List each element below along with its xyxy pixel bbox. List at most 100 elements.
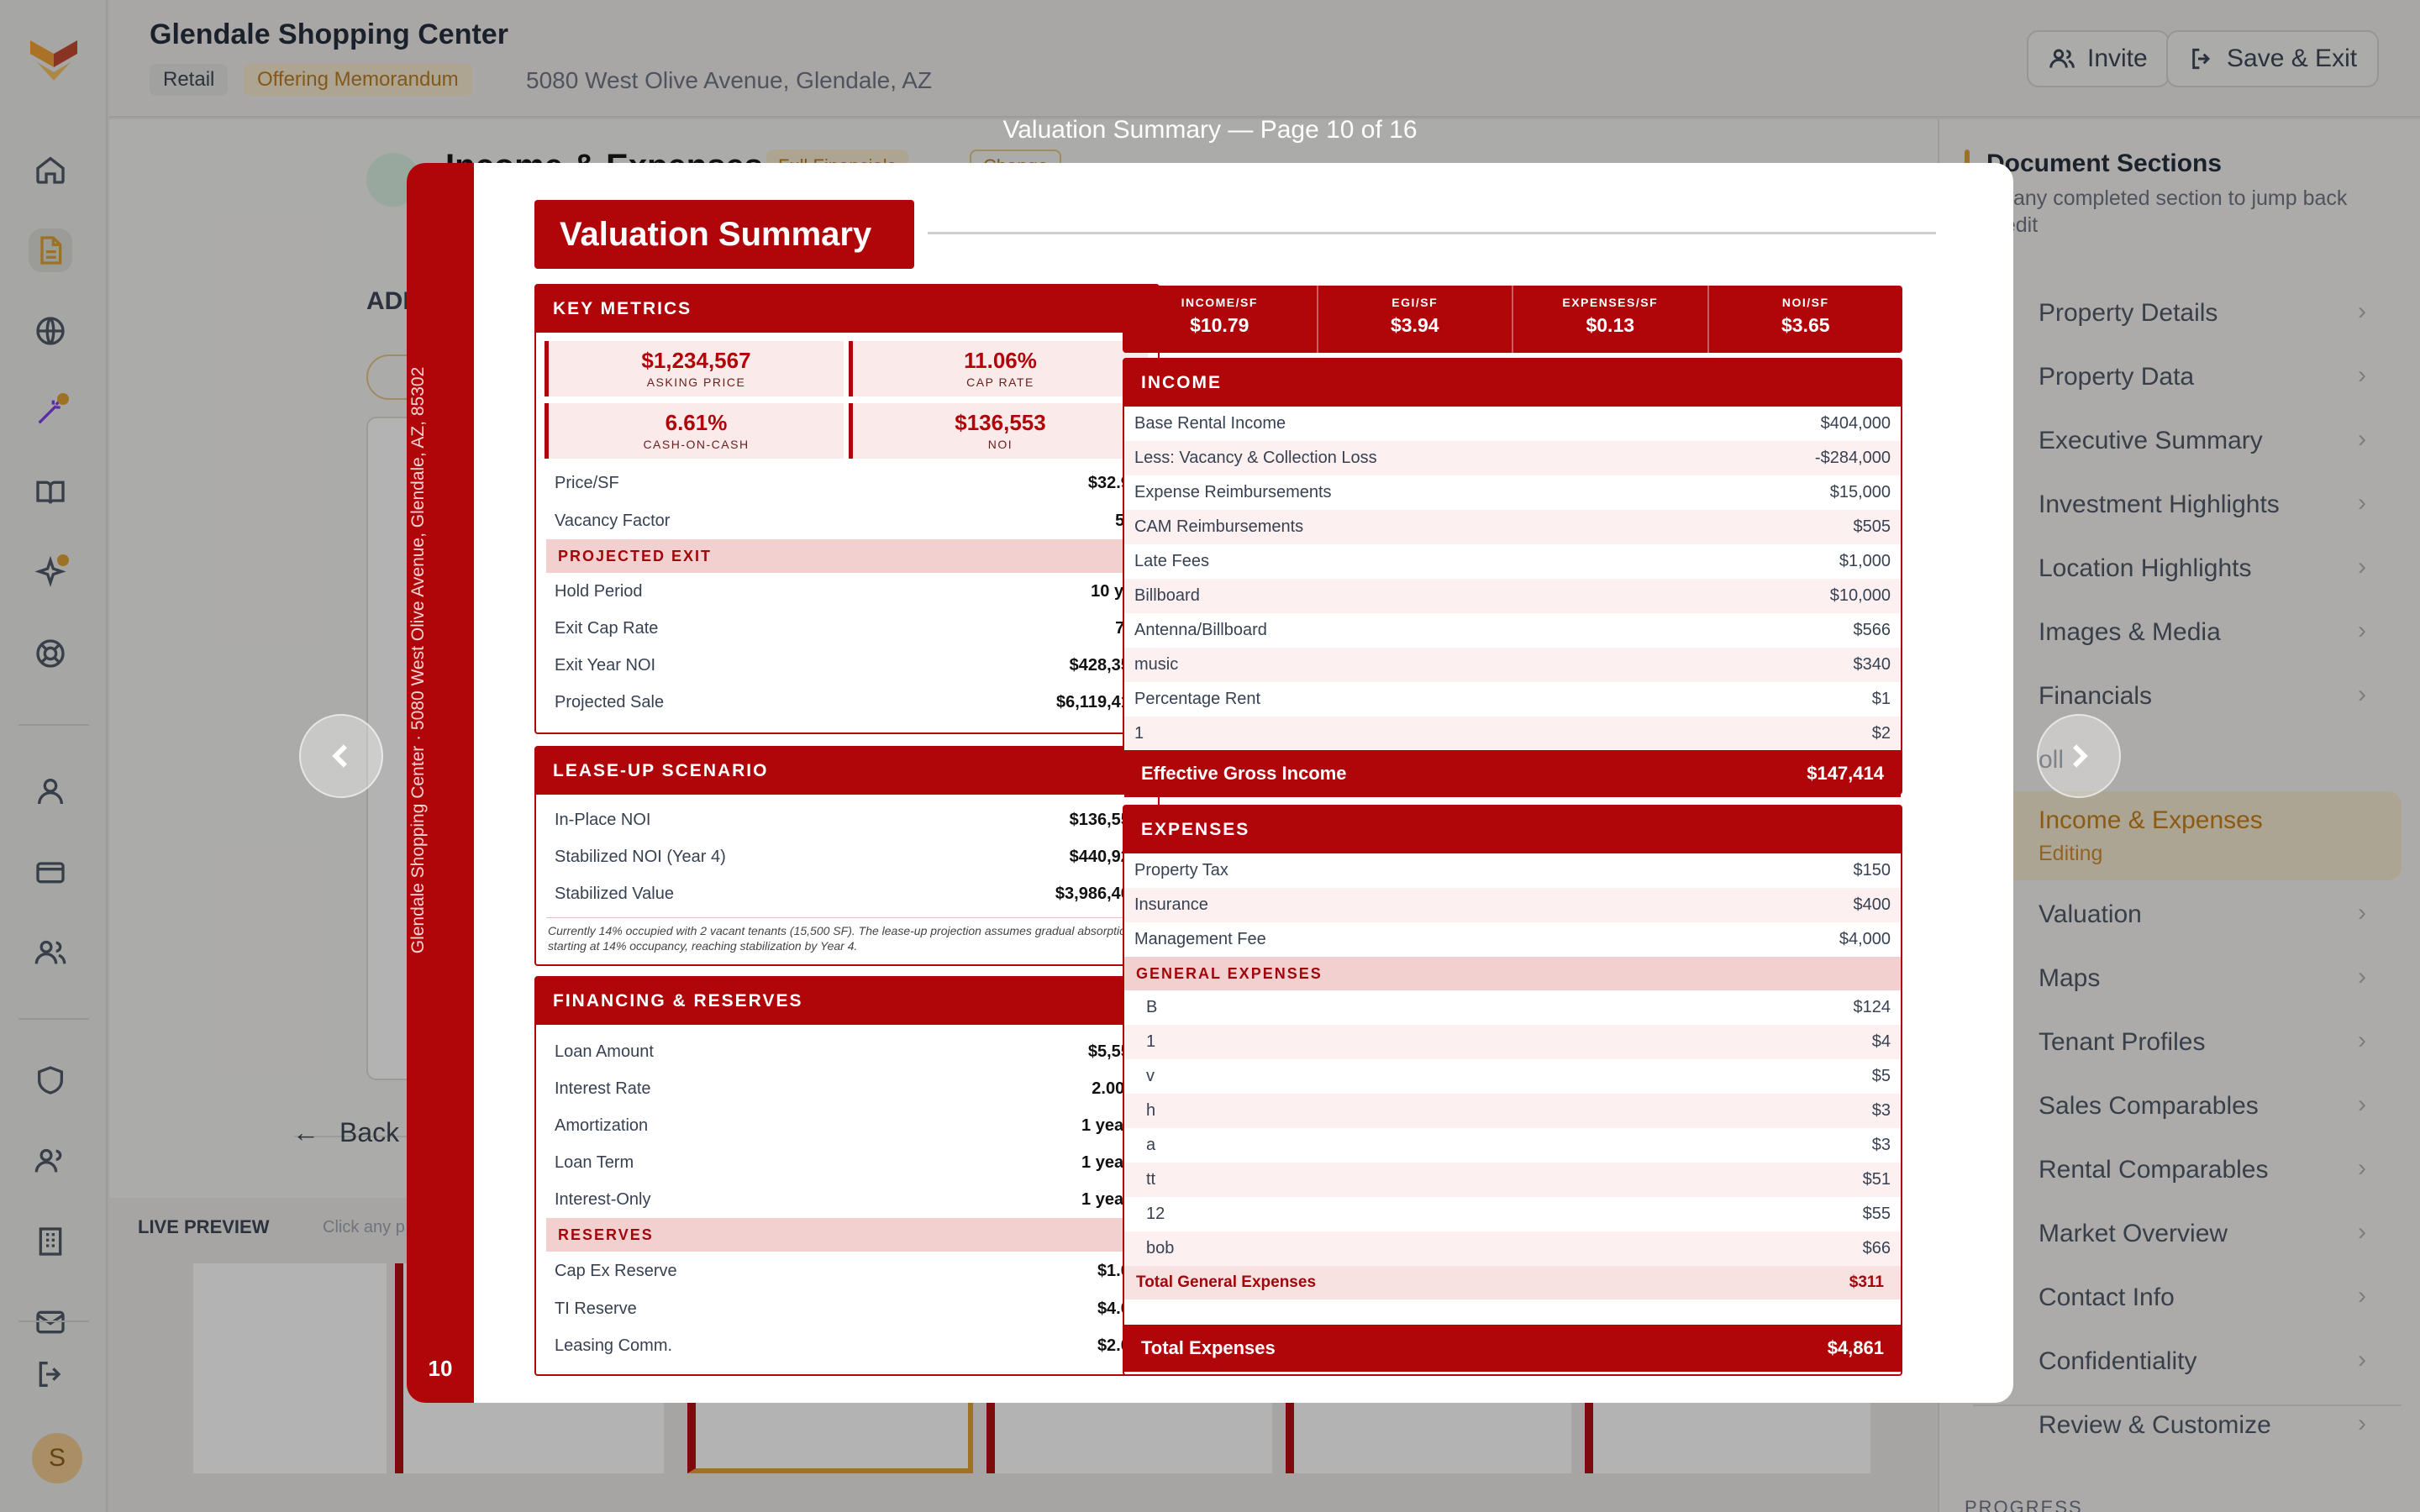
section-item[interactable]: Maps (2039, 964, 2101, 992)
per-sf-label: EXPENSES/SF (1562, 296, 1659, 309)
reserve-row: TI Reserve $4.00 (536, 1290, 1158, 1327)
logout-icon[interactable] (29, 1352, 72, 1396)
row-label: music (1134, 655, 1179, 674)
reserve-row: Cap Ex Reserve $1.00 (536, 1252, 1158, 1290)
section-item[interactable]: Property Data (2039, 363, 2195, 391)
row-label: Price/SF (555, 473, 619, 492)
exit-row: Exit Year NOI $428,359 (536, 647, 1158, 684)
row-label: a (1146, 1136, 1156, 1154)
sections-title: Document Sections (1986, 150, 2223, 177)
per-sf-value: $0.13 (1586, 314, 1635, 336)
section-item[interactable]: Images & Media (2039, 618, 2221, 646)
document-icon[interactable] (29, 228, 72, 272)
panel-heading: LEASE-UP SCENARIO (536, 748, 1158, 795)
per-sf-value: $3.94 (1390, 314, 1439, 336)
app-sidebar: S (0, 0, 108, 1512)
section-item[interactable]: Financials (2039, 682, 2153, 710)
row-value: $440,928 (1069, 847, 1139, 866)
shield-icon[interactable] (29, 1058, 72, 1102)
chevron-right-icon: › (2358, 680, 2366, 708)
row-label: Less: Vacancy & Collection Loss (1134, 449, 1377, 467)
row-label: Expense Reimbursements (1134, 483, 1332, 501)
metric-value: $136,553 (955, 410, 1046, 435)
invite-icon (2049, 49, 2075, 68)
row-value: $124 (1853, 998, 1891, 1016)
arrow-left-icon: ← (292, 1117, 319, 1147)
team-icon[interactable] (29, 931, 72, 974)
general-expense-row: a $3 (1124, 1128, 1901, 1163)
row-value: $3 (1871, 1136, 1891, 1154)
expense-row: Property Tax $150 (1124, 853, 1901, 888)
user-icon[interactable] (29, 769, 72, 813)
retail-badge: Retail (150, 64, 229, 96)
notification-dot (57, 393, 69, 405)
home-icon[interactable] (29, 148, 72, 192)
preview-thumbnail[interactable] (193, 1263, 387, 1473)
row-value: $3 (1871, 1101, 1891, 1120)
invite-button[interactable]: Invite (2027, 30, 2170, 87)
next-page-button[interactable] (2037, 714, 2121, 798)
metric-row: Price/SF $32.97 (536, 464, 1158, 502)
chevron-right-icon: › (2358, 361, 2366, 389)
row-value: $566 (1853, 621, 1891, 639)
prev-page-button[interactable] (299, 714, 383, 798)
per-sf-cell: EGI/SF $3.94 (1318, 286, 1513, 353)
reserve-row: Leasing Comm. $2.00 (536, 1327, 1158, 1364)
general-expense-row: 1 $4 (1124, 1025, 1901, 1059)
row-label: Stabilized NOI (Year 4) (555, 847, 726, 866)
app-logo[interactable] (25, 32, 82, 82)
section-item[interactable]: Market Overview (2039, 1220, 2228, 1247)
metric-card: 6.61% CASH-ON-CASH (544, 403, 844, 459)
row-value: $400 (1853, 895, 1891, 914)
row-value: $1,000 (1839, 552, 1891, 570)
users-icon[interactable] (29, 1139, 72, 1183)
support-icon[interactable] (29, 632, 72, 675)
exit-icon (2192, 48, 2211, 70)
row-label: Stabilized Value (555, 884, 674, 903)
save-exit-button[interactable]: Save & Exit (2166, 30, 2380, 87)
row-value: $2 (1871, 723, 1891, 743)
section-item[interactable]: Executive Summary (2039, 427, 2263, 454)
avatar[interactable]: S (32, 1433, 82, 1483)
total-value: $147,414 (1807, 763, 1884, 784)
back-button[interactable]: ← Back (292, 1117, 399, 1148)
section-item[interactable]: Rental Comparables (2039, 1156, 2269, 1184)
magic-wand-icon[interactable] (29, 390, 72, 433)
row-label: Hold Period (555, 581, 643, 601)
book-icon[interactable] (29, 470, 72, 514)
section-item[interactable]: Investment Highlights (2039, 491, 2280, 518)
section-item[interactable]: Location Highlights (2039, 554, 2252, 582)
row-label: Exit Cap Rate (555, 618, 659, 638)
section-item[interactable]: Tenant Profiles (2039, 1028, 2206, 1056)
lease-row: Stabilized NOI (Year 4) $440,928 (536, 838, 1158, 875)
per-sf-label: EGI/SF (1392, 296, 1439, 309)
metric-card: 11.06% CAP RATE (849, 341, 1148, 396)
metric-label: CAP RATE (966, 375, 1034, 389)
general-expense-row: B $124 (1124, 990, 1901, 1025)
mail-icon[interactable] (29, 1300, 72, 1344)
panel-heading: INCOME (1124, 360, 1901, 407)
globe-icon[interactable] (29, 309, 72, 353)
row-label: Cap Ex Reserve (555, 1261, 677, 1280)
card-icon[interactable] (29, 850, 72, 894)
section-item[interactable]: Sales Comparables (2039, 1092, 2259, 1120)
section-item[interactable]: Review & Customize (2039, 1411, 2271, 1439)
section-item[interactable]: Property Details (2039, 299, 2218, 327)
row-value: $340 (1853, 655, 1891, 674)
row-label: CAM Reimbursements (1134, 517, 1304, 536)
section-item[interactable]: Confidentiality (2039, 1347, 2197, 1375)
row-value: $51 (1862, 1170, 1891, 1189)
row-label: Insurance (1134, 895, 1208, 914)
chevron-right-icon (2072, 744, 2088, 768)
section-item-active[interactable]: Income & Expenses (2039, 806, 2263, 834)
section-item[interactable]: Valuation (2039, 900, 2142, 928)
sparkle-icon[interactable] (29, 551, 72, 595)
section-item[interactable]: Contact Info (2039, 1284, 2175, 1311)
save-exit-label: Save & Exit (2227, 45, 2358, 72)
row-value: $6,119,410 (1056, 692, 1139, 711)
lease-row: Stabilized Value $3,986,402 (536, 875, 1158, 912)
notification-dot (57, 554, 69, 566)
general-expense-row: v $5 (1124, 1059, 1901, 1094)
building-icon[interactable] (29, 1220, 72, 1263)
nav-divider (18, 724, 89, 726)
